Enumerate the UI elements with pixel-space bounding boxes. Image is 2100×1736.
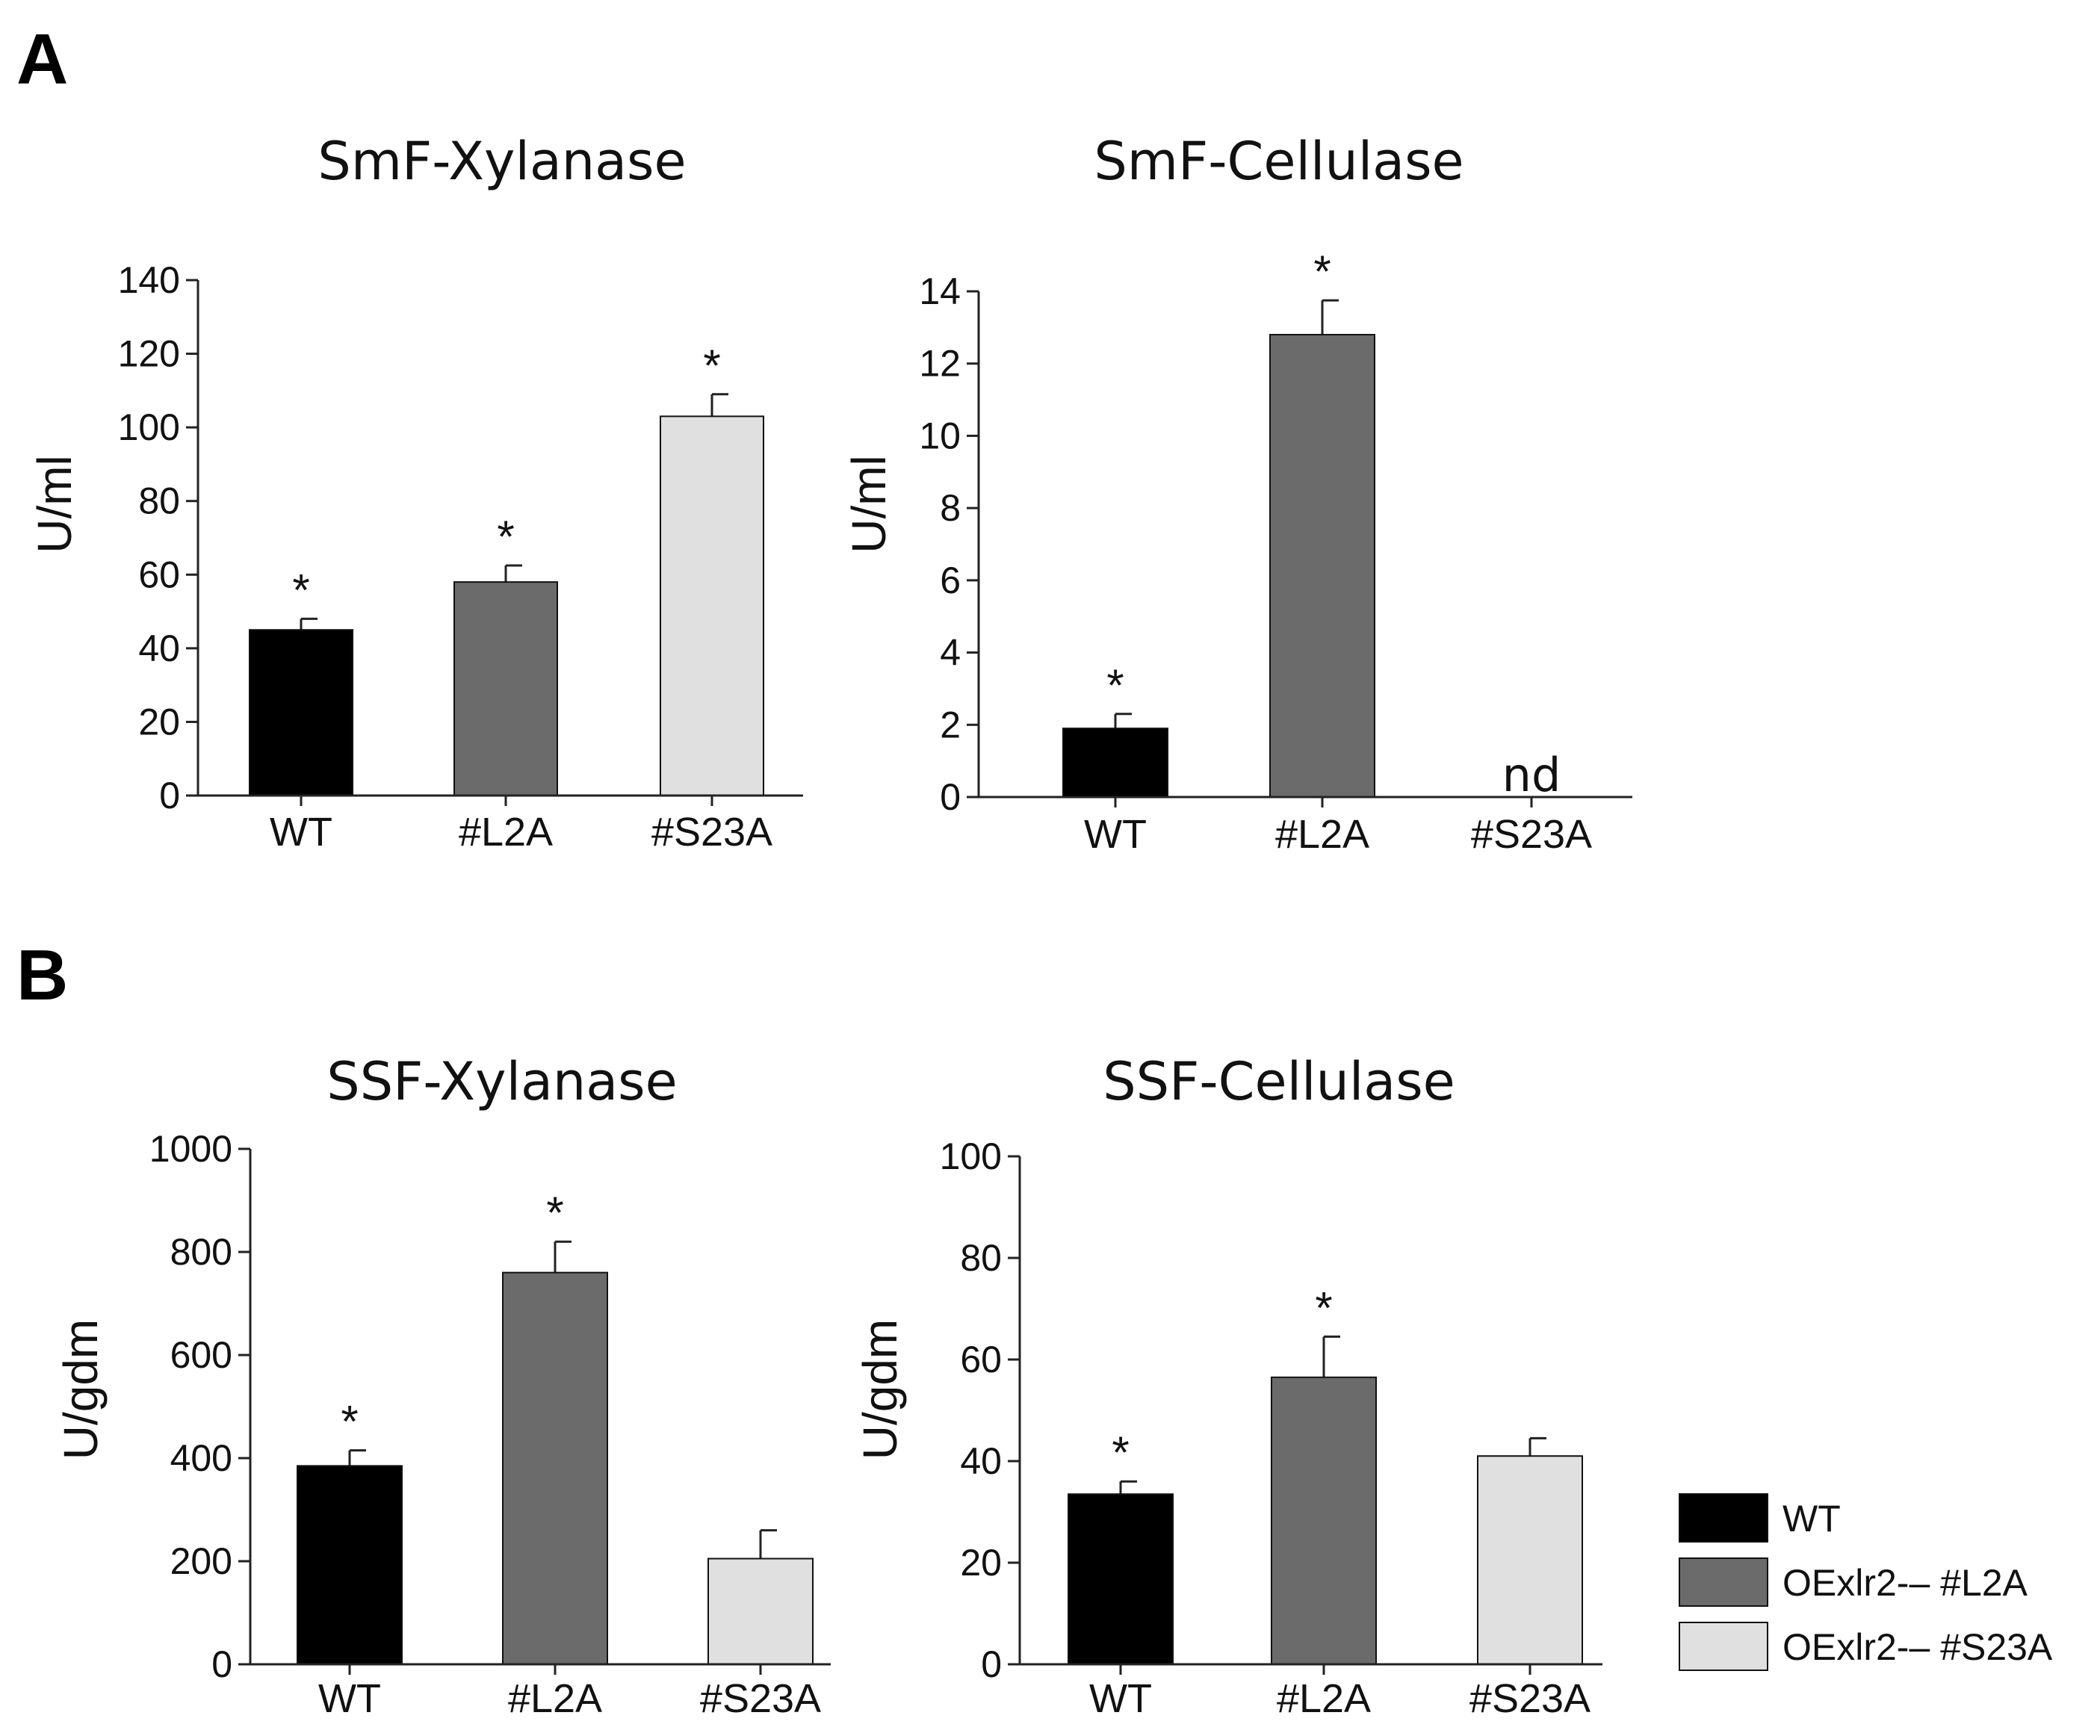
- y-tick-label: 100: [940, 1135, 1002, 1177]
- significance-mark: *: [497, 512, 514, 562]
- y-tick-label: 8: [940, 487, 961, 529]
- panel-letter-b: B: [16, 935, 68, 1015]
- y-tick-label: 14: [919, 270, 961, 312]
- y-tick-label: 200: [170, 1540, 232, 1582]
- chart-ssf-xylanase: SSF-Xylanase U/gdm * WT * #L2A #S23A 0 200 400 600…: [54, 1051, 831, 1721]
- chart-smf-xylanase: SmF-Xylanase U/ml * WT * #L2A * #S23A 0 20 40 60 80 1…: [28, 131, 803, 855]
- y-tick-label: 80: [138, 480, 180, 522]
- bar-wt: [249, 629, 353, 797]
- x-tick-label: #L2A: [459, 810, 553, 855]
- x-tick-label: #L2A: [508, 1676, 602, 1721]
- legend-label: OExlr2-– #L2A: [1782, 1562, 2028, 1604]
- chart-smf-cellulase: SmF-Cellulase U/ml * WT * #L2A nd #S23A 0 2 4 6 8 10 1…: [842, 131, 1632, 857]
- y-tick-label: 6: [940, 559, 961, 601]
- x-tick-label: #L2A: [1275, 812, 1369, 857]
- y-tick-label: 0: [211, 1643, 232, 1685]
- bar-s23a: [707, 1557, 814, 1666]
- y-tick-label: 40: [960, 1440, 1002, 1482]
- y-tick-label: 10: [919, 415, 961, 456]
- significance-mark: *: [703, 341, 720, 391]
- x-tick-label: #S23A: [1469, 1676, 1591, 1721]
- chart-title: SSF-Xylanase: [326, 1051, 677, 1112]
- y-tick-label: 120: [118, 333, 180, 375]
- significance-mark: *: [1313, 247, 1331, 297]
- panel-letter-a: A: [16, 19, 68, 99]
- y-tick-label: 600: [170, 1334, 232, 1376]
- x-tick-label: #L2A: [1277, 1676, 1371, 1721]
- y-tick-label: 400: [170, 1437, 232, 1479]
- chart-title: SmF-Cellulase: [1094, 131, 1464, 192]
- bar-wt: [297, 1465, 403, 1665]
- y-tick-label: 2: [940, 704, 961, 745]
- legend-label: OExlr2-– #S23A: [1782, 1626, 2053, 1668]
- y-tick-label: 12: [919, 343, 961, 385]
- y-tick-label: 140: [118, 259, 180, 301]
- y-tick-label: 4: [940, 632, 961, 674]
- y-tick-label: 0: [981, 1643, 1002, 1685]
- y-axis-label: U/ml: [28, 455, 81, 554]
- legend: WT OExlr2-– #L2A OExlr2-– #S23A: [1679, 1493, 2053, 1671]
- y-axis-label: U/gdm: [54, 1319, 108, 1460]
- legend-swatch: [1679, 1557, 1768, 1607]
- chart-title: SmF-Xylanase: [318, 131, 686, 192]
- y-tick-label: 60: [960, 1339, 1002, 1380]
- bar-l2a: [502, 1271, 608, 1665]
- x-tick-label: #S23A: [700, 1676, 821, 1721]
- y-tick-label: 800: [170, 1231, 232, 1273]
- significance-mark: *: [1315, 1283, 1332, 1333]
- x-tick-label: #S23A: [651, 810, 772, 855]
- not-detected-label: nd: [1502, 748, 1561, 802]
- y-tick-label: 60: [138, 554, 180, 595]
- bar-l2a: [1271, 1376, 1377, 1666]
- chart-ssf-cellulase: SSF-Cellulase U/gdm * WT * #L2A #S23A 0 20 40 60 80…: [853, 1051, 1602, 1721]
- x-tick-label: WT: [270, 810, 332, 855]
- significance-mark: *: [546, 1188, 563, 1238]
- legend-label: WT: [1782, 1498, 1841, 1540]
- y-tick-label: 100: [118, 406, 180, 448]
- y-tick-label: 20: [960, 1542, 1002, 1584]
- bar-wt: [1062, 728, 1168, 798]
- y-tick-label: 80: [960, 1237, 1002, 1279]
- y-tick-label: 40: [138, 627, 180, 669]
- y-tick-label: 20: [138, 701, 180, 743]
- x-tick-label: WT: [1084, 812, 1147, 857]
- x-tick-label: #S23A: [1471, 812, 1592, 857]
- y-tick-label: 1000: [149, 1128, 232, 1170]
- significance-mark: *: [1106, 660, 1124, 710]
- chart-title: SSF-Cellulase: [1103, 1051, 1455, 1112]
- y-axis-label: U/ml: [842, 455, 896, 554]
- y-axis-label: U/gdm: [853, 1319, 907, 1460]
- bar-wt: [1068, 1493, 1174, 1665]
- y-tick-label: 0: [940, 776, 961, 818]
- significance-mark: *: [292, 565, 309, 615]
- bar-s23a: [1477, 1455, 1583, 1665]
- legend-swatch: [1679, 1622, 1768, 1671]
- bar-s23a: [660, 415, 764, 796]
- significance-mark: *: [1112, 1427, 1129, 1478]
- bar-l2a: [1269, 334, 1375, 798]
- x-tick-label: WT: [1089, 1676, 1152, 1721]
- bar-l2a: [453, 581, 558, 797]
- x-tick-label: WT: [318, 1676, 381, 1721]
- significance-mark: *: [341, 1397, 358, 1447]
- legend-swatch: [1679, 1493, 1768, 1543]
- y-tick-label: 0: [159, 775, 180, 816]
